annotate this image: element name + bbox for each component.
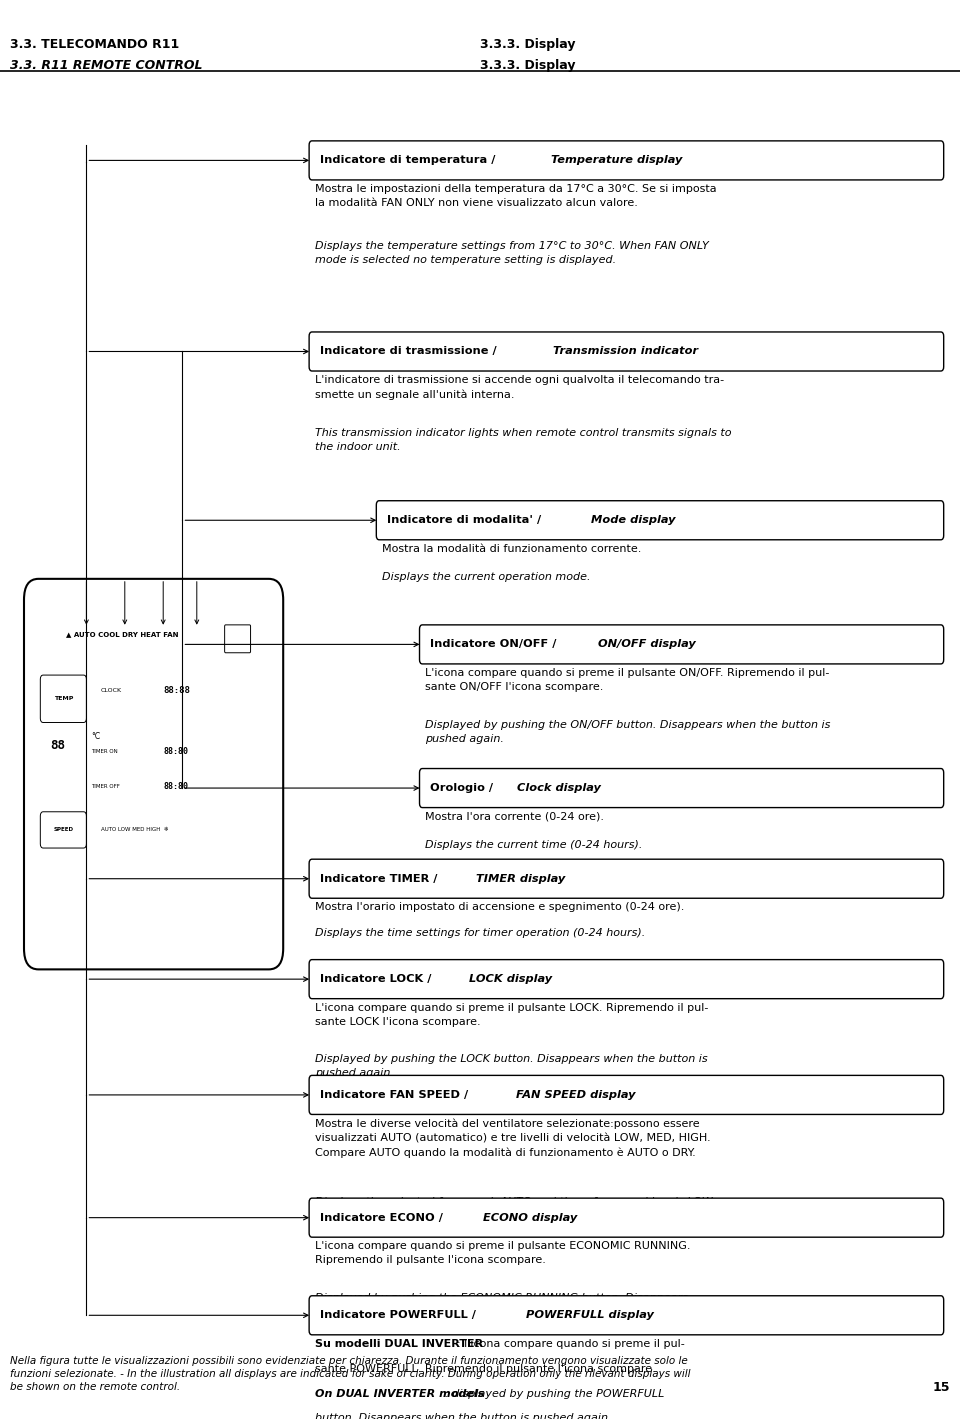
FancyBboxPatch shape bbox=[309, 858, 944, 898]
Text: 15: 15 bbox=[933, 1381, 950, 1393]
Text: Transmission indicator: Transmission indicator bbox=[553, 346, 698, 356]
Text: Displays the selected fan speed: AUTO and three fan speed levels LOW,
MED, HIGH : Displays the selected fan speed: AUTO an… bbox=[315, 1196, 721, 1235]
Text: LOCK display: LOCK display bbox=[468, 975, 552, 985]
Text: Mostra le impostazioni della temperatura da 17°C a 30°C. Se si imposta
la modali: Mostra le impostazioni della temperatura… bbox=[315, 184, 716, 209]
Text: Clock display: Clock display bbox=[516, 783, 600, 793]
Text: Indicatore ON/OFF /: Indicatore ON/OFF / bbox=[430, 640, 561, 650]
Text: °C: °C bbox=[91, 732, 101, 741]
Text: Indicatore FAN SPEED /: Indicatore FAN SPEED / bbox=[320, 1090, 471, 1100]
Text: FAN SPEED display: FAN SPEED display bbox=[516, 1090, 636, 1100]
Text: TIMER ON: TIMER ON bbox=[91, 749, 118, 755]
FancyBboxPatch shape bbox=[24, 579, 283, 969]
FancyBboxPatch shape bbox=[225, 624, 251, 653]
Text: TIMER display: TIMER display bbox=[476, 874, 565, 884]
FancyBboxPatch shape bbox=[309, 959, 944, 999]
Text: Mostra l'ora corrente (0-24 ore).: Mostra l'ora corrente (0-24 ore). bbox=[425, 812, 604, 822]
Text: Orologio /: Orologio / bbox=[430, 783, 497, 793]
Text: Displayed by pushing the LOCK button. Disappears when the button is
pushed again: Displayed by pushing the LOCK button. Di… bbox=[315, 1054, 708, 1078]
Text: ECONO display: ECONO display bbox=[484, 1213, 578, 1223]
Text: 3.3.3. Display: 3.3.3. Display bbox=[480, 38, 575, 51]
FancyBboxPatch shape bbox=[309, 1198, 944, 1237]
Text: sante POWERFULL. Ripremendo il pulsante l'icona scompare.: sante POWERFULL. Ripremendo il pulsante … bbox=[315, 1364, 656, 1374]
Text: Displayed by pushing the ECONOMIC RUNNING button. Disappears
when the button is : Displayed by pushing the ECONOMIC RUNNIN… bbox=[315, 1293, 687, 1317]
Text: TIMER OFF: TIMER OFF bbox=[91, 785, 120, 789]
Text: : displayed by pushing the POWERFULL: : displayed by pushing the POWERFULL bbox=[445, 1389, 665, 1399]
Text: Indicatore di modalita' /: Indicatore di modalita' / bbox=[387, 515, 545, 525]
Text: 88:88: 88:88 bbox=[163, 685, 190, 695]
Text: Indicatore di trasmissione /: Indicatore di trasmissione / bbox=[320, 346, 500, 356]
Text: L'icona compare quando si preme il pulsante ECONOMIC RUNNING.
Ripremendo il puls: L'icona compare quando si preme il pulsa… bbox=[315, 1242, 690, 1266]
Text: POWERFULL display: POWERFULL display bbox=[526, 1310, 654, 1320]
Text: : l'icona compare quando si preme il pul-: : l'icona compare quando si preme il pul… bbox=[457, 1340, 684, 1349]
Text: 3.3.3. Display: 3.3.3. Display bbox=[480, 58, 575, 71]
Text: Nella figura tutte le visualizzazioni possibili sono evidenziate per chiarezza. : Nella figura tutte le visualizzazioni po… bbox=[10, 1355, 690, 1392]
Text: 3.3. TELECOMANDO R11: 3.3. TELECOMANDO R11 bbox=[10, 38, 179, 51]
Text: TEMP: TEMP bbox=[54, 697, 73, 701]
FancyBboxPatch shape bbox=[420, 624, 944, 664]
Text: Temperature display: Temperature display bbox=[551, 156, 683, 166]
Text: This transmission indicator lights when remote control transmits signals to
the : This transmission indicator lights when … bbox=[315, 429, 732, 453]
Text: Mode display: Mode display bbox=[591, 515, 676, 525]
Text: L'icona compare quando si preme il pulsante LOCK. Ripremendo il pul-
sante LOCK : L'icona compare quando si preme il pulsa… bbox=[315, 1003, 708, 1027]
FancyBboxPatch shape bbox=[309, 332, 944, 370]
FancyBboxPatch shape bbox=[40, 675, 86, 722]
Text: Displayed by pushing the ON/OFF button. Disappears when the button is
pushed aga: Displayed by pushing the ON/OFF button. … bbox=[425, 719, 830, 744]
Text: Displays the current time (0-24 hours).: Displays the current time (0-24 hours). bbox=[425, 840, 642, 850]
Text: 88: 88 bbox=[50, 739, 65, 752]
Text: 3.3. R11 REMOTE CONTROL: 3.3. R11 REMOTE CONTROL bbox=[10, 58, 203, 71]
Text: 88:80: 88:80 bbox=[163, 748, 188, 756]
Text: Displays the time settings for timer operation (0-24 hours).: Displays the time settings for timer ope… bbox=[315, 928, 645, 938]
Text: Indicatore LOCK /: Indicatore LOCK / bbox=[320, 975, 435, 985]
Text: Indicatore TIMER /: Indicatore TIMER / bbox=[320, 874, 441, 884]
Text: Displays the current operation mode.: Displays the current operation mode. bbox=[382, 572, 590, 582]
Text: Displays the temperature settings from 17°C to 30°C. When FAN ONLY
mode is selec: Displays the temperature settings from 1… bbox=[315, 241, 708, 265]
Text: 88:80: 88:80 bbox=[163, 782, 188, 792]
Text: Indicatore ECONO /: Indicatore ECONO / bbox=[320, 1213, 446, 1223]
Text: Mostra le diverse velocità del ventilatore selezionate:possono essere
visualizza: Mostra le diverse velocità del ventilato… bbox=[315, 1118, 710, 1158]
FancyBboxPatch shape bbox=[376, 501, 944, 539]
Text: Indicatore POWERFULL /: Indicatore POWERFULL / bbox=[320, 1310, 480, 1320]
Text: Mostra la modalità di funzionamento corrente.: Mostra la modalità di funzionamento corr… bbox=[382, 543, 641, 553]
Text: button. Disappears when the button is pushed again.: button. Disappears when the button is pu… bbox=[315, 1413, 612, 1419]
Text: AUTO LOW MED HIGH  ❄: AUTO LOW MED HIGH ❄ bbox=[101, 827, 168, 833]
Text: On DUAL INVERTER models: On DUAL INVERTER models bbox=[315, 1389, 484, 1399]
FancyBboxPatch shape bbox=[420, 769, 944, 807]
Text: L'icona compare quando si preme il pulsante ON/OFF. Ripremendo il pul-
sante ON/: L'icona compare quando si preme il pulsa… bbox=[425, 668, 829, 692]
Text: Su modelli DUAL INVERTER: Su modelli DUAL INVERTER bbox=[315, 1340, 483, 1349]
Text: Indicatore di temperatura /: Indicatore di temperatura / bbox=[320, 156, 499, 166]
FancyBboxPatch shape bbox=[309, 1076, 944, 1114]
Text: L'indicatore di trasmissione si accende ogni qualvolta il telecomando tra-
smett: L'indicatore di trasmissione si accende … bbox=[315, 375, 724, 400]
FancyBboxPatch shape bbox=[309, 1296, 944, 1335]
FancyBboxPatch shape bbox=[309, 140, 944, 180]
Text: ON/OFF display: ON/OFF display bbox=[598, 640, 696, 650]
Text: CLOCK: CLOCK bbox=[101, 688, 122, 692]
Text: SPEED: SPEED bbox=[54, 827, 73, 833]
Text: Mostra l'orario impostato di accensione e spegnimento (0-24 ore).: Mostra l'orario impostato di accensione … bbox=[315, 902, 684, 912]
FancyBboxPatch shape bbox=[40, 812, 86, 849]
Text: ▲ AUTO COOL DRY HEAT FAN: ▲ AUTO COOL DRY HEAT FAN bbox=[66, 631, 183, 637]
